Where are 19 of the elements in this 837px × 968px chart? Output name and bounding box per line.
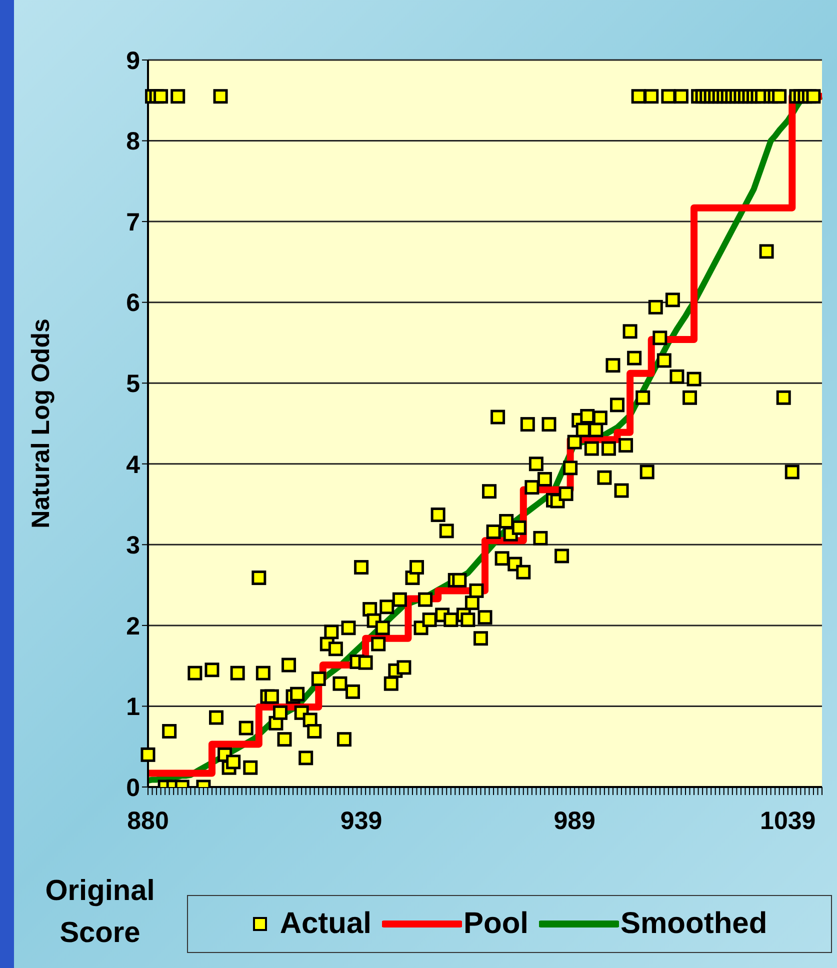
y-tick-label: 1 (126, 693, 140, 722)
legend-label: Actual (280, 907, 372, 941)
y-tick-label: 9 (126, 46, 140, 75)
x-tick-label: 939 (340, 806, 382, 835)
x-tick-label: 880 (127, 806, 169, 835)
y-tick-label: 3 (126, 532, 140, 560)
y-tick-label: 6 (126, 289, 140, 318)
x-tick-label: 989 (554, 806, 596, 835)
y-tick-label: 5 (126, 370, 140, 398)
y-tick-label: 0 (126, 774, 140, 802)
legend-label: Pool (464, 907, 528, 941)
x-axis-title: Original Score (44, 874, 156, 951)
x-tick-label: 1039 (760, 806, 816, 835)
y-tick-label: 8 (126, 128, 140, 156)
y-tick-label: 4 (126, 450, 140, 479)
y-tick-label: 7 (126, 208, 140, 236)
y-axis-title: Natural Log Odds (26, 318, 55, 528)
legend-label: Smoothed (620, 907, 768, 941)
y-tick-label: 2 (126, 612, 140, 640)
